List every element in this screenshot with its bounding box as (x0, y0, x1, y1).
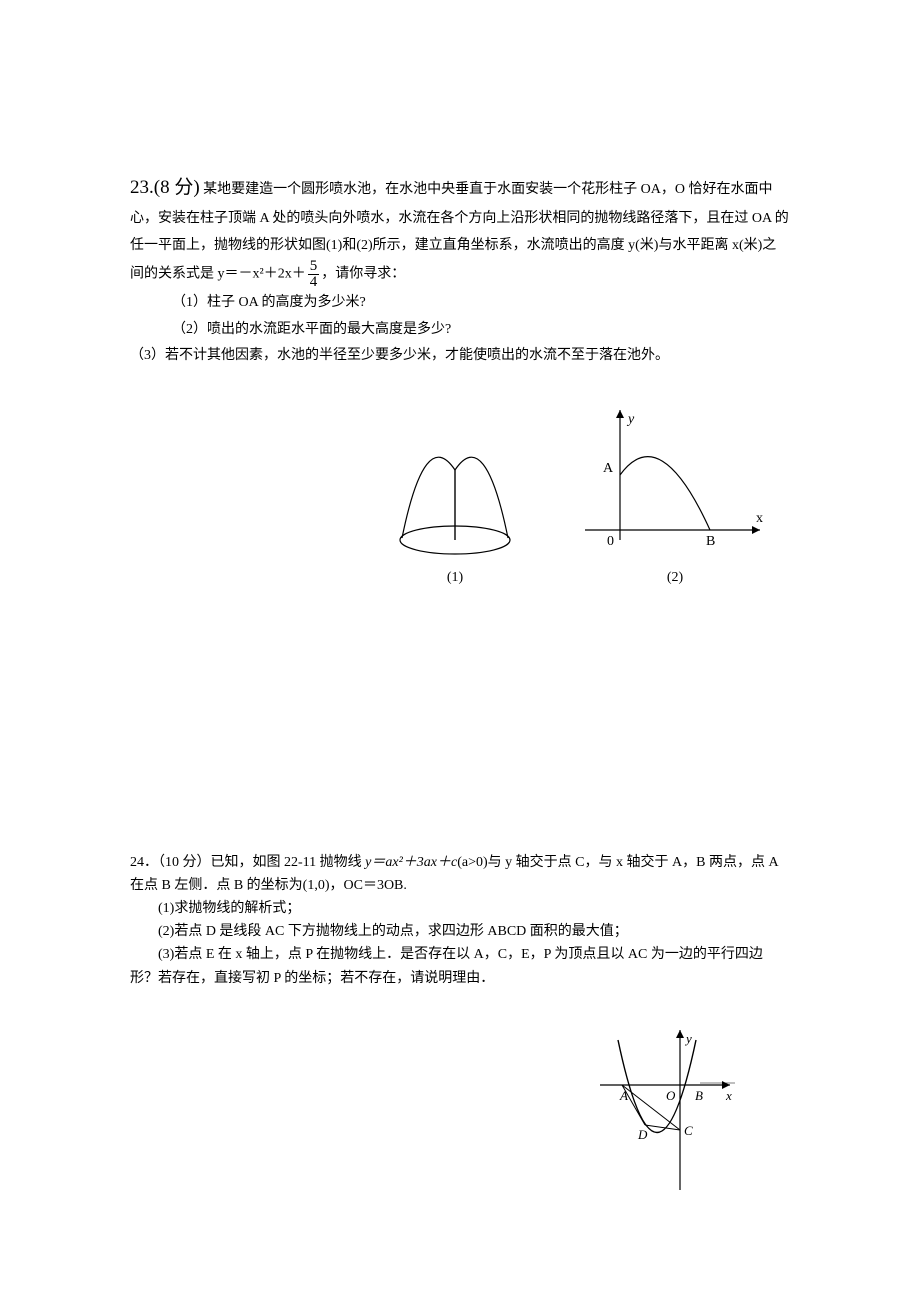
problem-23-intro-suffix: ，请你寻求： (321, 267, 405, 282)
parabola-curve (620, 457, 710, 530)
problem-24-diagram: y x A B O C D (130, 1025, 790, 1195)
problem-23-q3-wrap: （3）若不计其他因素，水池的半径至少要多少米，才能使喷出的水流不至于落在池外。 (172, 343, 790, 370)
diagram-1-label: (1) (390, 570, 520, 586)
problem-24-body: 24．（10 分）已知，如图 22-11 抛物线 y＝ax²＋3ax＋c(a>0… (130, 851, 790, 897)
y-label: y (626, 412, 635, 427)
y-axis-arrow (616, 410, 624, 418)
problem-24-cond: (a>0) (457, 855, 487, 870)
y-label-24: y (684, 1031, 692, 1046)
d-label-24: D (637, 1127, 648, 1142)
diagram-fountain: (1) (390, 420, 520, 586)
problem-23-points: (8 分) (154, 177, 200, 198)
diagram-coord: y x A B 0 (2) (580, 400, 770, 586)
x-label-24: x (725, 1088, 732, 1103)
problem-24-q3-pad (130, 947, 158, 962)
x-label: x (756, 511, 763, 526)
parabola-24-svg: y x A B O C D (600, 1025, 740, 1195)
coord-svg: y x A B 0 (580, 400, 770, 560)
problem-23-q1: （1）柱子 OA 的高度为多少米? (130, 290, 790, 317)
problem-23-number: 23. (130, 177, 154, 198)
problem-23-intro: 某地要建造一个圆形喷水池，在水池中央垂直于水面安装一个花形柱子 OA，O 恰好在… (130, 182, 789, 282)
a-label: A (603, 461, 614, 476)
problem-23-body: 23.(8 分) 某地要建造一个圆形喷水池，在水池中央垂直于水面安装一个花形柱子… (130, 170, 790, 290)
fraction-5-4: 54 (308, 259, 320, 290)
problem-24: 24．（10 分）已知，如图 22-11 抛物线 y＝ax²＋3ax＋c(a>0… (130, 851, 790, 1195)
problem-23-q3: （3）若不计其他因素，水池的半径至少要多少米，才能使喷出的水流不至于落在池外。 (130, 348, 669, 363)
problem-24-q2: (2)若点 D 是线段 AC 下方抛物线上的动点，求四边形 ABCD 面积的最大… (130, 920, 790, 943)
fountain-svg (390, 420, 520, 560)
fraction-denominator: 4 (308, 275, 320, 290)
problem-24-header: 24．（10 分）已知，如图 22-11 抛物线 (130, 855, 365, 870)
problem-24-q3-wrap: (3)若点 E 在 x 轴上，点 P 在抛物线上．是否存在以 A，C，E，P 为… (130, 943, 790, 989)
y-axis-arrow-24 (676, 1030, 684, 1038)
x-axis-arrow (752, 526, 760, 534)
fraction-numerator: 5 (308, 259, 320, 275)
b-label-24: B (695, 1088, 703, 1103)
a-label-24: A (619, 1088, 628, 1103)
o-label-24: O (666, 1088, 676, 1103)
b-label: B (706, 534, 715, 549)
problem-24-q3: (3)若点 E 在 x 轴上，点 P 在抛物线上．是否存在以 A，C，E，P 为… (130, 947, 763, 985)
problem-24-q1: (1)求抛物线的解析式； (130, 897, 790, 920)
parabola-24 (618, 1040, 696, 1133)
c-label-24: C (684, 1123, 693, 1138)
o-label: 0 (607, 534, 614, 549)
problem-23-diagrams: (1) y x A B 0 (2) (130, 400, 790, 586)
problem-23: 23.(8 分) 某地要建造一个圆形喷水池，在水池中央垂直于水面安装一个花形柱子… (130, 170, 790, 586)
diagram-2-label: (2) (580, 570, 770, 586)
problem-24-eq: y＝ax²＋3ax＋c (365, 855, 457, 870)
problem-23-q2: （2）喷出的水流距水平面的最大高度是多少? (130, 317, 790, 344)
